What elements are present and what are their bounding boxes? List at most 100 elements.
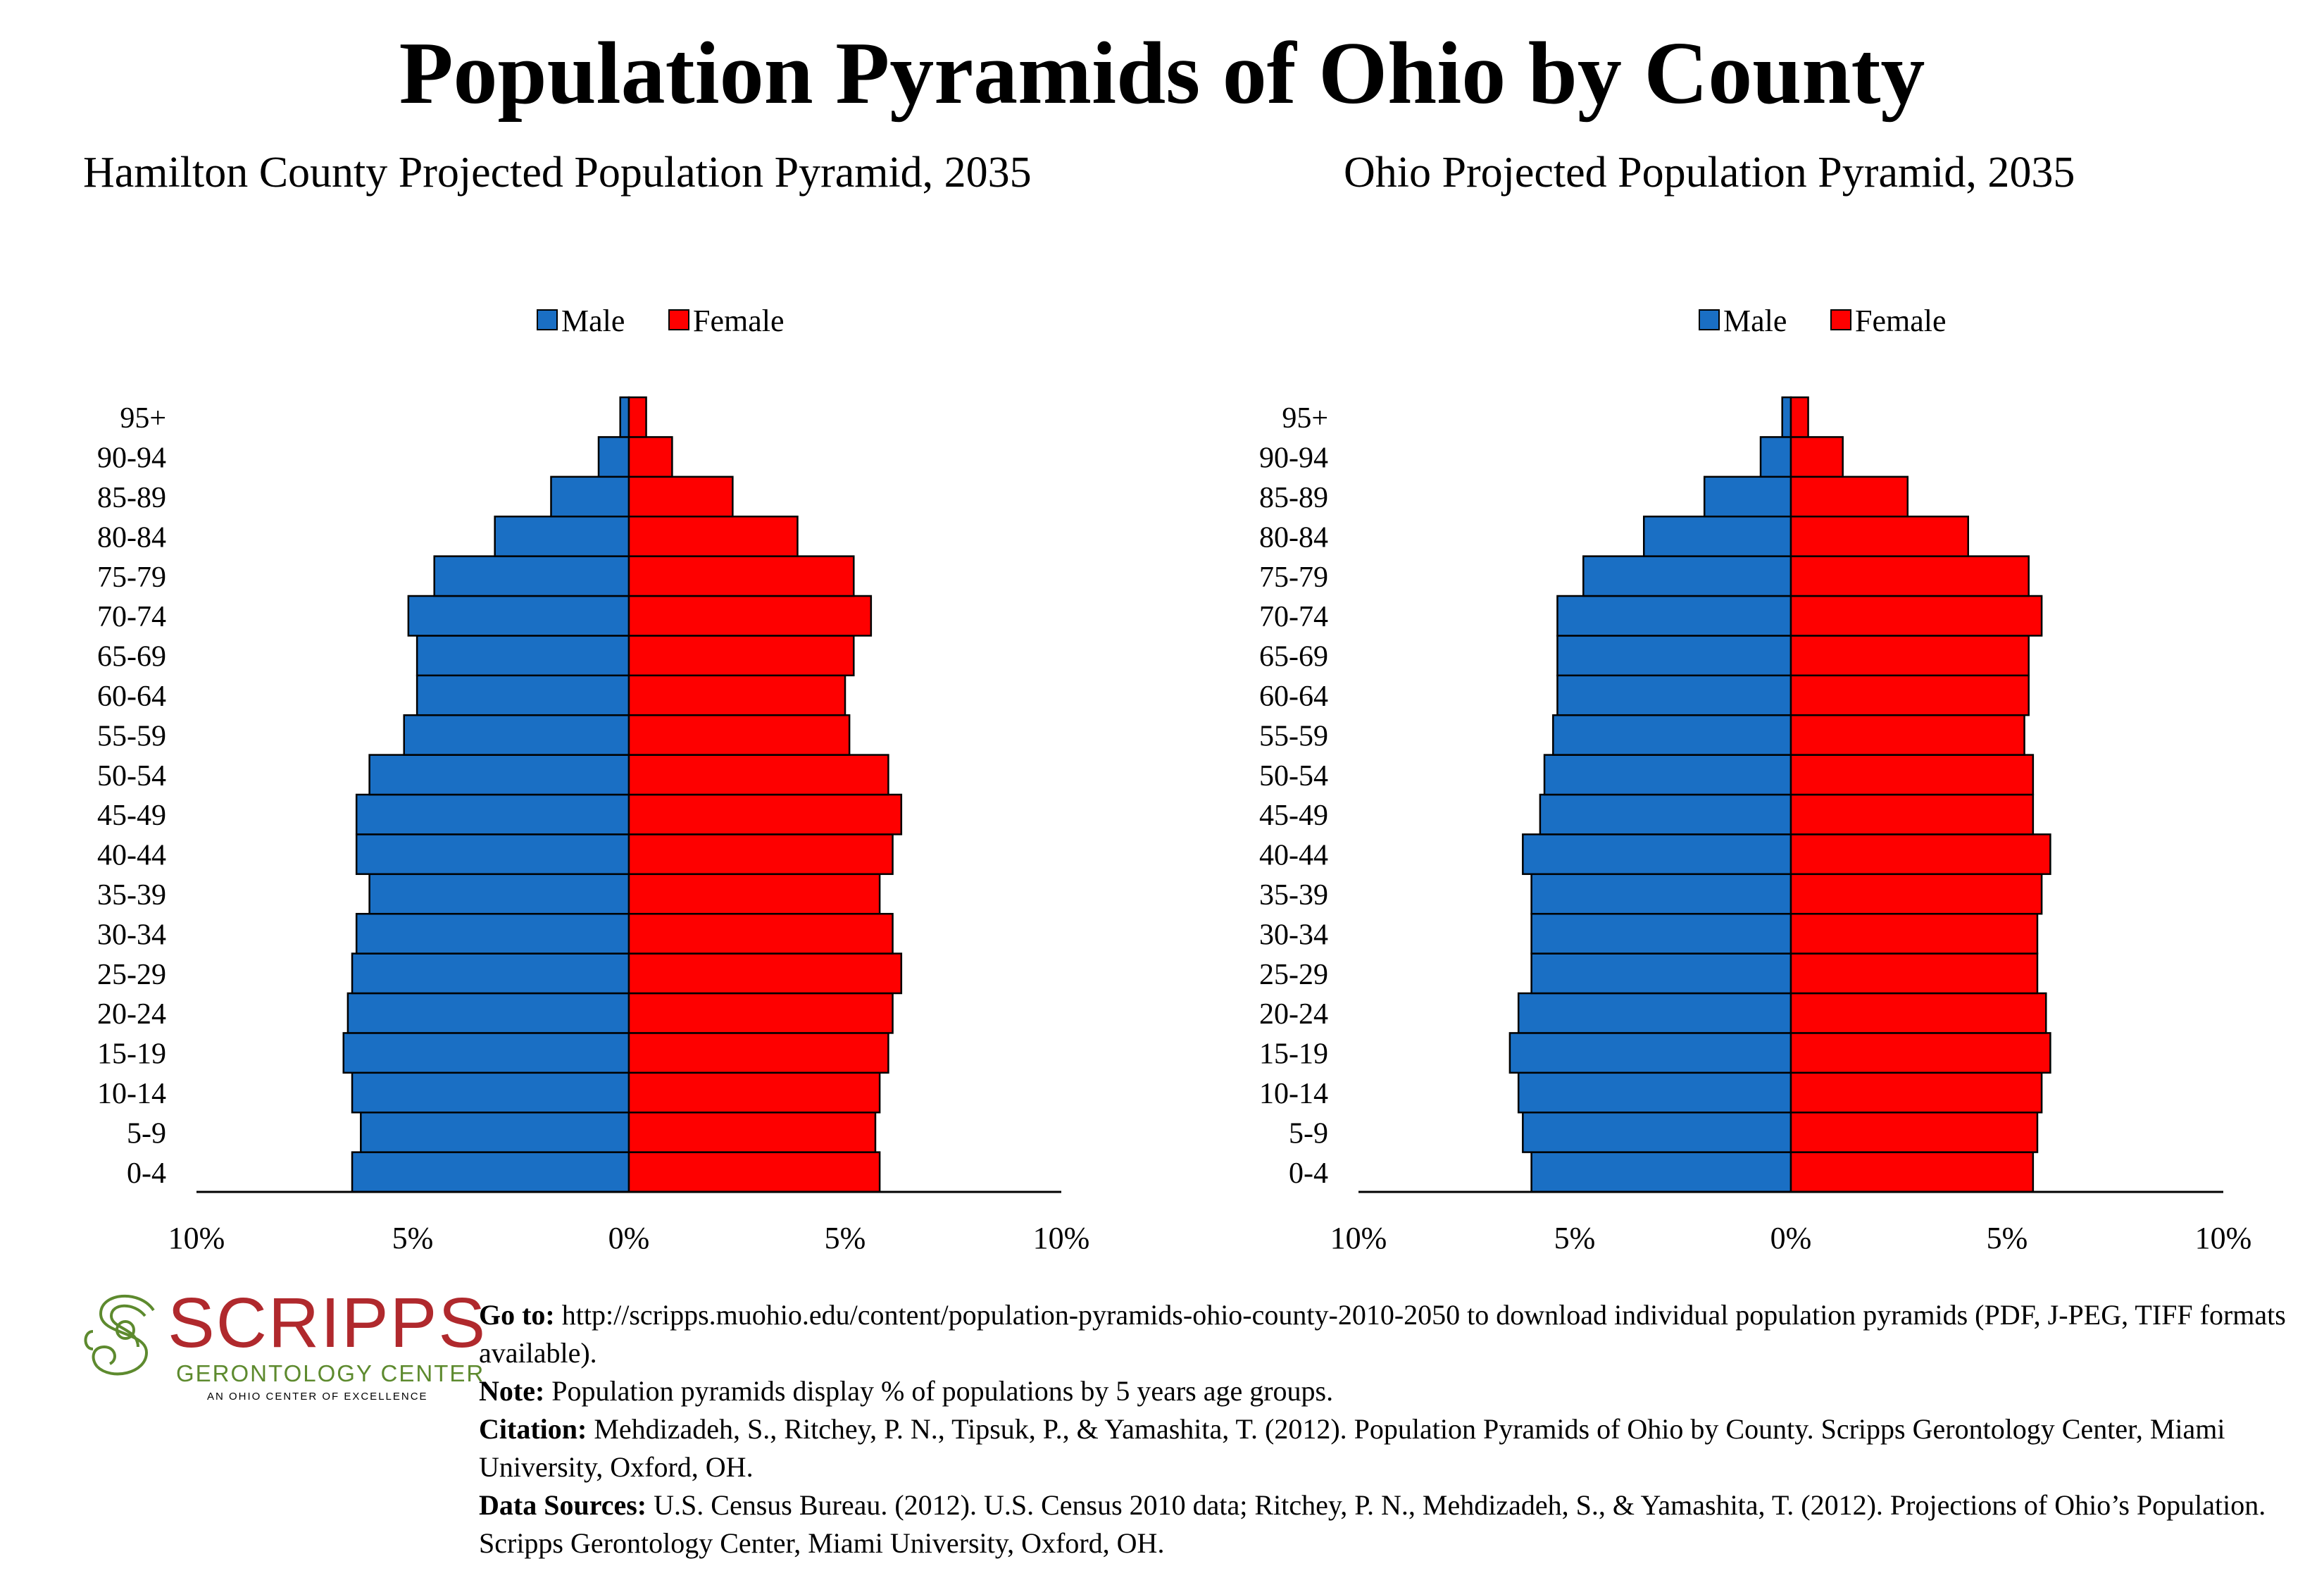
- bar-male-0-4: [1530, 1151, 1792, 1193]
- bar-female-25-29: [627, 952, 903, 995]
- age-label: 15-19: [97, 1038, 166, 1071]
- age-label: 65-69: [97, 641, 166, 673]
- age-label: 45-49: [1259, 800, 1328, 832]
- age-label: 35-39: [97, 879, 166, 912]
- age-label: 55-59: [1259, 720, 1328, 752]
- x-tick-label: 0%: [1770, 1221, 1812, 1255]
- bar-female-0-4: [1789, 1151, 2035, 1193]
- age-label: 50-54: [97, 760, 166, 792]
- age-label: 50-54: [1259, 760, 1328, 792]
- x-tick-label: 10%: [2195, 1221, 2252, 1255]
- bar-male-15-19: [1508, 1032, 1792, 1074]
- bar-female-40-44: [1789, 833, 2051, 876]
- bar-female-55-59: [627, 714, 851, 756]
- note-goto-text[interactable]: http://scripps.muohio.edu/content/popula…: [479, 1299, 2286, 1369]
- age-label: 25-29: [1259, 959, 1328, 991]
- bar-female-0-4: [627, 1151, 881, 1193]
- x-tick-label: 10%: [1033, 1221, 1090, 1255]
- legend-swatch-male: [537, 309, 558, 330]
- bar-male-70-74: [407, 595, 630, 637]
- bar-female-5-9: [627, 1111, 877, 1153]
- legend-swatch-female: [1830, 309, 1851, 330]
- bar-male-95+: [619, 396, 630, 438]
- bar-female-50-54: [627, 754, 889, 796]
- age-label: 75-79: [1259, 561, 1328, 594]
- pyramid-chart-hamilton: Male Female 0-4 5-9 10-14 15-19 20-24 25-29 30-3…: [97, 304, 1090, 1255]
- bar-male-10-14: [1517, 1071, 1792, 1114]
- scripps-logo: SCRIPPS GERONTOLOGY CENTER AN OHIO CENTE…: [83, 1282, 485, 1403]
- age-label: 70-74: [1259, 601, 1328, 633]
- age-label: 75-79: [97, 561, 166, 594]
- bar-female-80-84: [627, 515, 799, 557]
- x-tick-label: 10%: [168, 1221, 225, 1255]
- bar-male-30-34: [1530, 912, 1792, 955]
- age-label: 5-9: [127, 1117, 166, 1150]
- bar-female-75-79: [627, 555, 855, 597]
- note-sources-text: U.S. Census Bureau. (2012). U.S. Census …: [479, 1489, 2266, 1559]
- age-labels: 0-4 5-9 10-14 15-19 20-24 25-29 30-34 35-39 40-4…: [97, 402, 166, 1190]
- legend-swatch-female: [668, 309, 689, 330]
- bar-male-60-64: [416, 674, 630, 716]
- bar-male-55-59: [403, 714, 630, 756]
- bar-female-15-19: [627, 1032, 889, 1074]
- bar-male-90-94: [1759, 436, 1792, 478]
- bars: [342, 396, 903, 1193]
- bar-female-65-69: [1789, 635, 2030, 677]
- note-note-text: Population pyramids display % of populat…: [551, 1375, 1334, 1407]
- bar-female-30-34: [1789, 912, 2039, 955]
- legend-label-female: Female: [1855, 304, 1947, 338]
- note-note: Note: Population pyramids display % of p…: [479, 1372, 2310, 1410]
- bar-female-75-79: [1789, 555, 2030, 597]
- logo-subtitle: GERONTOLOGY CENTER: [176, 1360, 485, 1386]
- age-label: 45-49: [97, 800, 166, 832]
- bar-female-90-94: [627, 436, 673, 478]
- bar-male-40-44: [1522, 833, 1792, 876]
- bar-male-95+: [1781, 396, 1792, 438]
- note-note-label: Note:: [479, 1375, 545, 1407]
- chart-title-ohio: Ohio Projected Population Pyramid, 2035: [1344, 149, 2075, 197]
- x-tick-label: 5%: [825, 1221, 866, 1255]
- bar-female-30-34: [627, 912, 894, 955]
- age-label: 80-84: [97, 521, 166, 554]
- legend-label-male: Male: [1723, 304, 1787, 338]
- bar-male-35-39: [1530, 873, 1792, 915]
- bar-female-55-59: [1789, 714, 2025, 756]
- bar-female-85-89: [1789, 476, 1909, 518]
- note-goto: Go to: http://scripps.muohio.edu/content…: [479, 1296, 2310, 1372]
- bar-male-55-59: [1552, 714, 1792, 756]
- age-label: 95+: [120, 402, 166, 435]
- bar-female-90-94: [1789, 436, 1844, 478]
- bar-male-60-64: [1556, 674, 1792, 716]
- bar-male-15-19: [342, 1032, 630, 1074]
- bar-male-85-89: [550, 476, 630, 518]
- bars: [1508, 396, 2051, 1193]
- bar-female-70-74: [627, 595, 873, 637]
- age-label: 60-64: [97, 680, 166, 713]
- bar-male-10-14: [351, 1071, 630, 1114]
- age-label: 40-44: [97, 840, 166, 872]
- bar-male-45-49: [1539, 793, 1792, 835]
- logo-wordmark: SCRIPPS: [168, 1283, 487, 1362]
- age-label: 85-89: [97, 482, 166, 514]
- bar-female-45-49: [627, 793, 903, 835]
- bar-female-95+: [627, 396, 647, 438]
- age-label: 85-89: [1259, 482, 1328, 514]
- bar-female-25-29: [1789, 952, 2039, 995]
- bar-female-65-69: [627, 635, 855, 677]
- bar-male-45-49: [355, 793, 630, 835]
- age-label: 90-94: [1259, 442, 1328, 475]
- age-label: 35-39: [1259, 879, 1328, 912]
- age-label: 95+: [1282, 402, 1328, 435]
- age-label: 5-9: [1289, 1117, 1328, 1150]
- age-label: 0-4: [127, 1157, 166, 1190]
- bar-male-5-9: [360, 1111, 630, 1153]
- age-label: 90-94: [97, 442, 166, 475]
- bar-female-45-49: [1789, 793, 2035, 835]
- note-sources-label: Data Sources:: [479, 1489, 647, 1521]
- legend-label-female: Female: [693, 304, 785, 338]
- age-label: 70-74: [97, 601, 166, 633]
- bar-male-20-24: [346, 992, 630, 1034]
- age-label: 10-14: [1259, 1078, 1328, 1110]
- x-tick-label: 0%: [608, 1221, 650, 1255]
- age-labels: 0-4 5-9 10-14 15-19 20-24 25-29 30-34 35-39 40-4…: [1259, 402, 1328, 1190]
